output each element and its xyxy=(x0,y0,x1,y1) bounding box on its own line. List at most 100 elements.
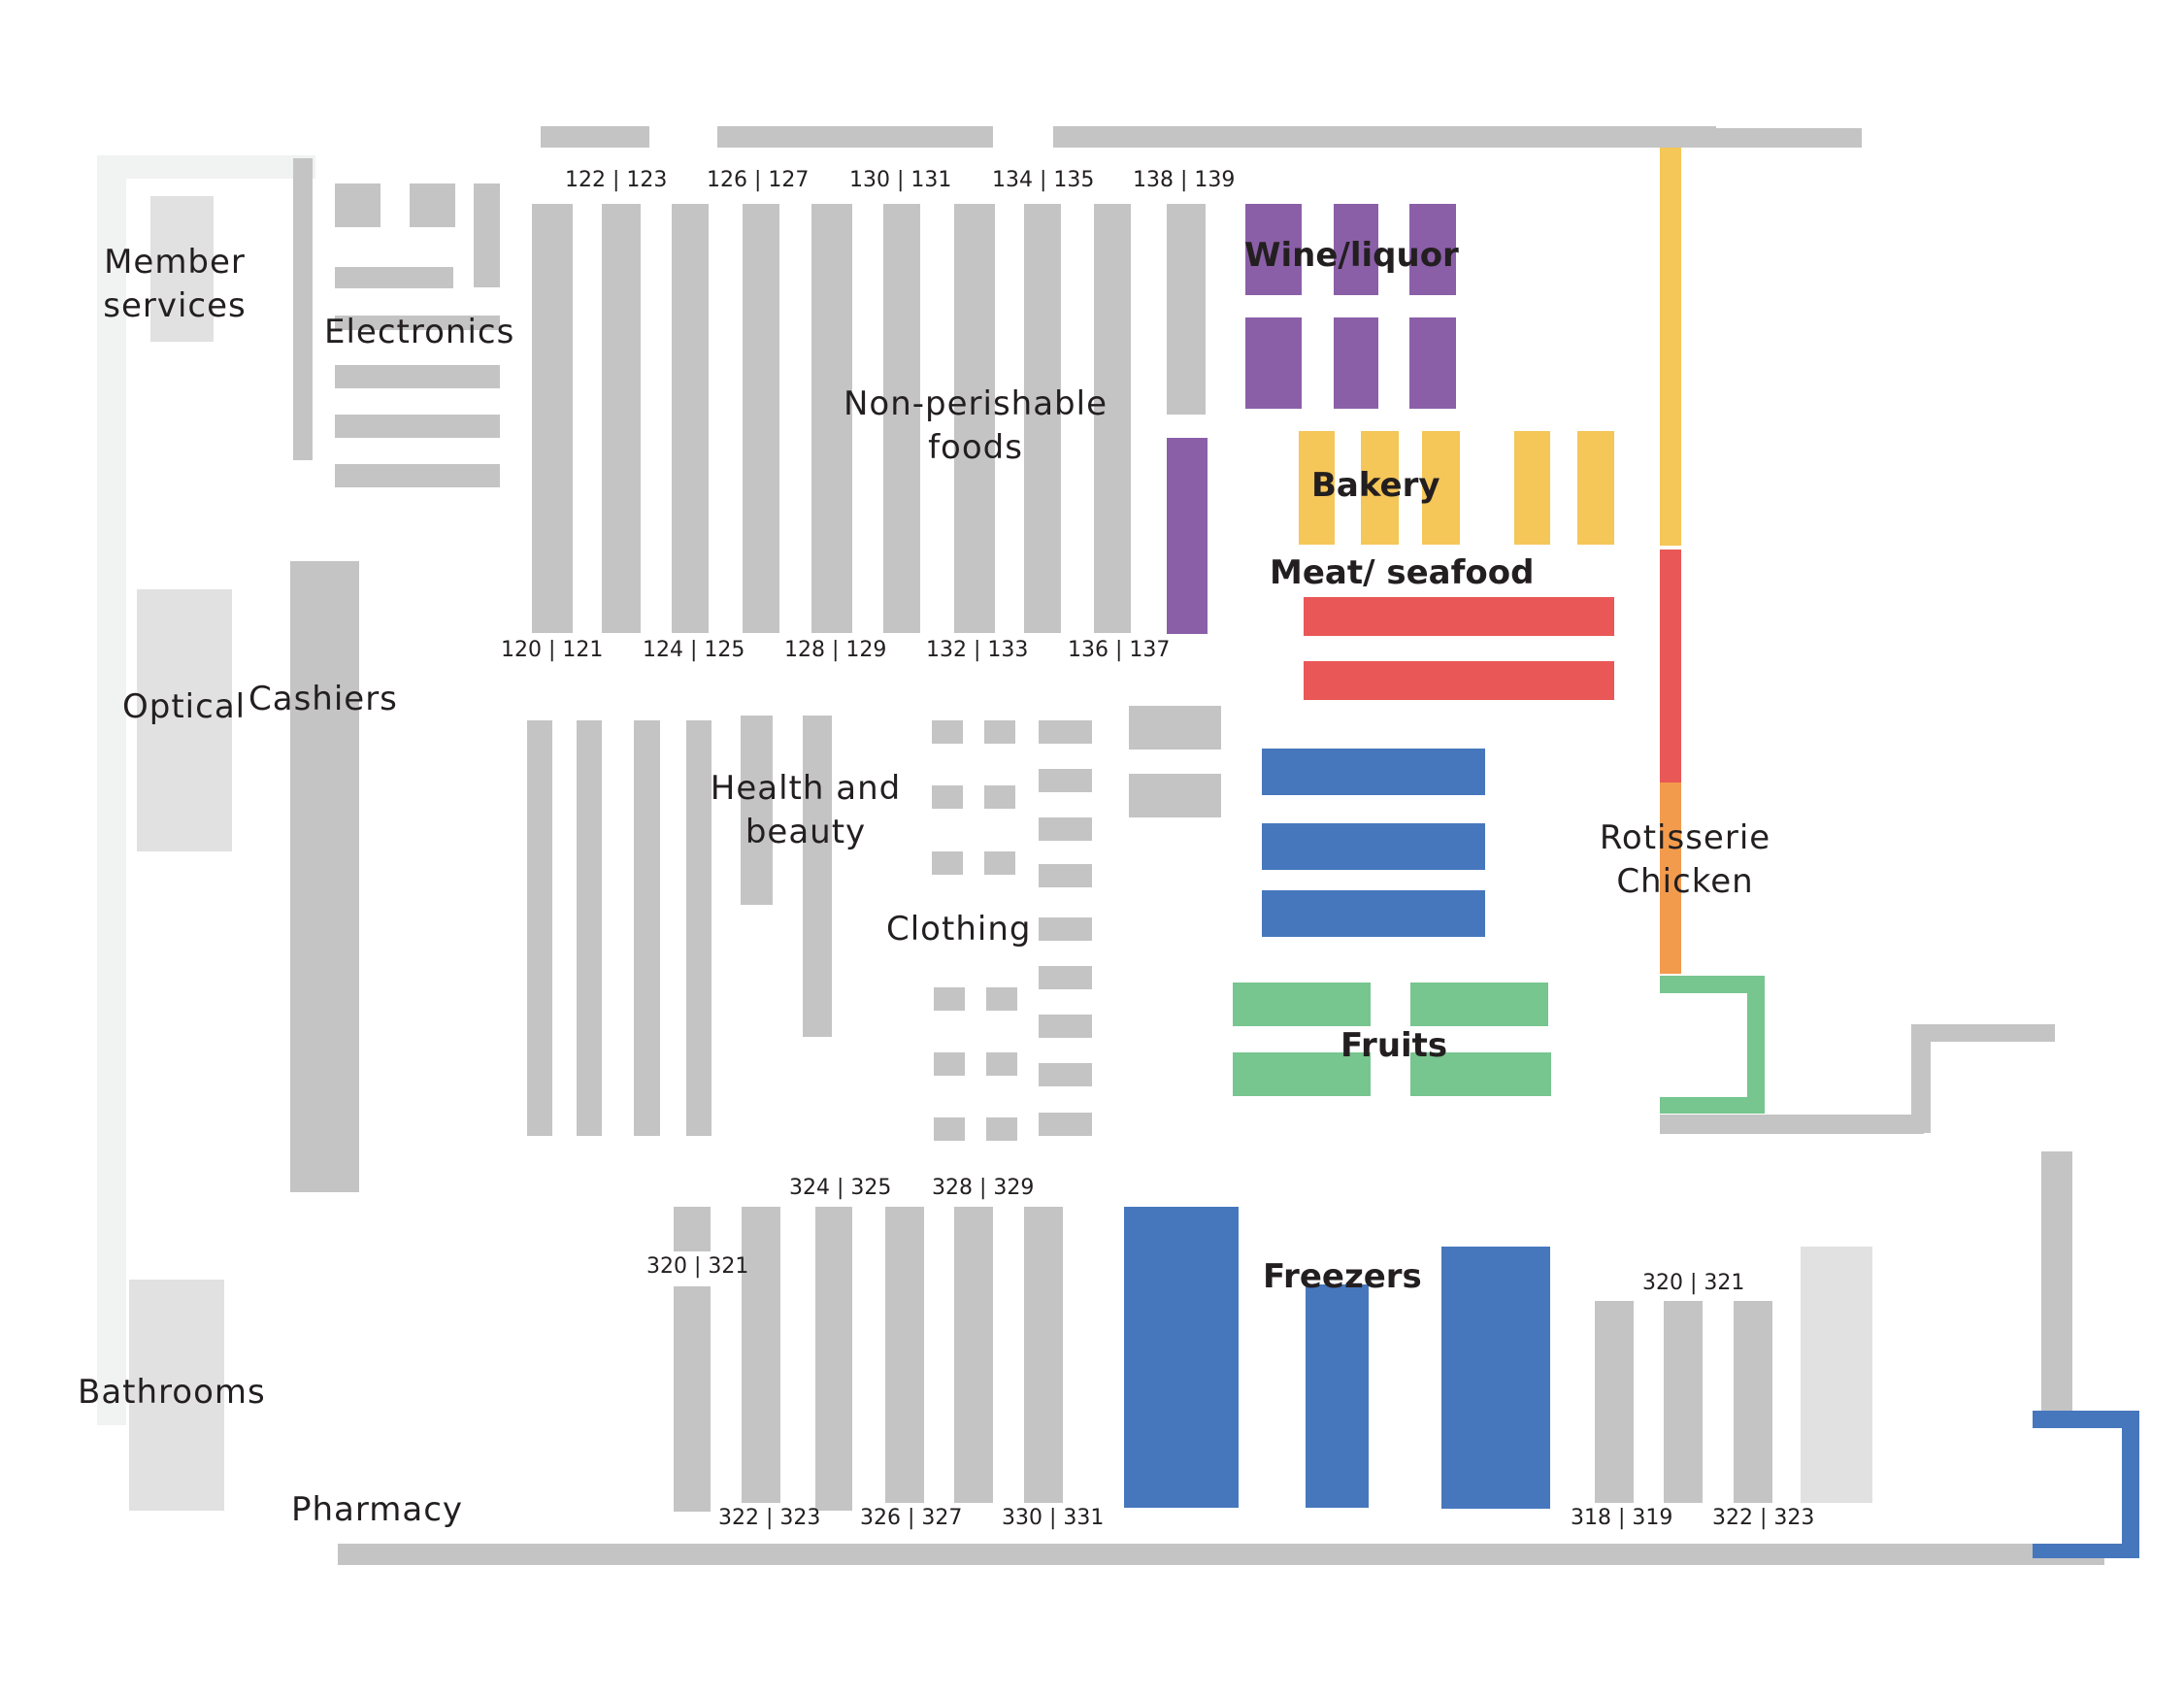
top-wall-segment xyxy=(717,126,993,148)
rotisserie-counter xyxy=(1660,783,1681,974)
wine-rack xyxy=(1245,204,1302,295)
aisle-number: 124 | 125 xyxy=(643,638,745,662)
health-shelf xyxy=(803,716,832,1037)
top-wall-segment xyxy=(1053,126,1716,148)
aisle-shelf xyxy=(743,204,779,633)
aisle-shelf xyxy=(883,204,920,633)
bakery-rack xyxy=(1577,431,1614,545)
freezers-label: Freezers xyxy=(1263,1257,1422,1296)
aisle-number: 326 | 327 xyxy=(860,1506,963,1530)
aisle-number: 320 | 321 xyxy=(1642,1271,1745,1295)
clothing-rack xyxy=(1039,1015,1092,1038)
health-shelf xyxy=(741,716,773,905)
electronics-display xyxy=(410,183,455,227)
aisle-shelf xyxy=(1024,204,1061,633)
electronics-display xyxy=(474,183,500,287)
meat-wall-counter xyxy=(1660,550,1681,783)
left-wall xyxy=(97,155,126,1425)
pharmacy-label: Pharmacy xyxy=(291,1490,464,1529)
right-wall-post xyxy=(2041,1151,2072,1414)
dairy-case xyxy=(1262,823,1485,870)
clothing-rack xyxy=(1039,720,1092,744)
aisle-shelf xyxy=(1094,204,1131,633)
bakery-rack xyxy=(1422,431,1460,545)
electronics-shelf xyxy=(335,464,500,487)
bakery-wall-counter xyxy=(1660,148,1681,546)
clothing-table xyxy=(932,720,963,744)
clothing-rack xyxy=(1039,864,1092,887)
aisle-shelf xyxy=(674,1207,711,1251)
aisle-shelf xyxy=(811,204,852,633)
aisle-number: 134 | 135 xyxy=(992,168,1095,192)
produce-wall-top xyxy=(1660,976,1765,993)
health-shelf xyxy=(577,720,602,1136)
aisle-shelf xyxy=(1167,204,1206,415)
clothing-rack xyxy=(1039,1113,1092,1136)
optical-area xyxy=(137,589,232,851)
aisle-number: 122 | 123 xyxy=(565,168,668,192)
bottom-wall xyxy=(338,1544,2104,1565)
aisle-shelf xyxy=(1664,1301,1703,1503)
clothing-rack xyxy=(1039,1063,1092,1086)
dairy-case xyxy=(1262,890,1485,937)
aisle-number: 330 | 331 xyxy=(1002,1506,1105,1530)
clothing-rack xyxy=(1039,917,1092,941)
electronics-shelf xyxy=(335,415,500,438)
display-table xyxy=(1129,706,1221,750)
aisle-shelf xyxy=(815,1207,852,1511)
aisle-shelf xyxy=(885,1207,924,1503)
produce-wall-top xyxy=(1911,1024,2055,1042)
seafood-counter xyxy=(1304,661,1614,700)
entrance-bottom xyxy=(2033,1544,2139,1558)
aisle-shelf xyxy=(1734,1301,1772,1503)
meat-counter xyxy=(1304,597,1614,636)
display-table xyxy=(1129,774,1221,817)
clothing-table xyxy=(984,720,1015,744)
aisle-number: 324 | 325 xyxy=(789,1176,892,1200)
aisle-shelf xyxy=(954,204,995,633)
fruit-stand xyxy=(1410,1052,1551,1096)
clothing-table xyxy=(932,851,963,875)
fruits-label: Fruits xyxy=(1340,1026,1448,1065)
aisle-shelf xyxy=(1024,1207,1063,1503)
wine-rack xyxy=(1334,317,1378,409)
wine-rack xyxy=(1245,317,1302,409)
freezer-case xyxy=(1306,1284,1369,1508)
clothing-table xyxy=(986,1052,1017,1076)
clothing-table xyxy=(986,987,1017,1011)
member-services-label: Member services xyxy=(103,243,247,325)
aisle-shelf xyxy=(532,204,573,633)
aisle-shelf xyxy=(672,204,709,633)
aisle-shelf xyxy=(1595,1301,1634,1503)
electronics-shelf xyxy=(335,267,453,288)
member-services-area xyxy=(150,196,214,342)
aisle-shelf xyxy=(602,204,641,633)
freezer-case xyxy=(1124,1207,1239,1508)
aisle-number: 128 | 129 xyxy=(784,638,887,662)
clothing-table xyxy=(932,785,963,809)
aisle-number: 120 | 121 xyxy=(501,638,604,662)
wine-rack xyxy=(1409,204,1456,295)
bakery-rack xyxy=(1299,431,1335,545)
liquor-shelf xyxy=(1167,438,1208,634)
aisle-number: 136 | 137 xyxy=(1068,638,1171,662)
bakery-rack xyxy=(1361,431,1399,545)
aisle-number: 318 | 319 xyxy=(1571,1506,1673,1530)
clothing-label: Clothing xyxy=(886,910,1032,949)
clothing-table xyxy=(934,987,965,1011)
top-wall-segment xyxy=(1716,128,1862,148)
aisle-number: 138 | 139 xyxy=(1133,168,1236,192)
wine-rack xyxy=(1334,204,1378,295)
meat-seafood-label: Meat/ seafood xyxy=(1270,553,1535,592)
rotisserie-label: Rotisserie Chicken xyxy=(1599,818,1771,901)
electronics-label: Electronics xyxy=(324,313,515,351)
bakery-label: Bakery xyxy=(1311,466,1440,505)
produce-wall xyxy=(1660,1115,1924,1134)
bakery-rack xyxy=(1514,431,1550,545)
aisle-number: 130 | 131 xyxy=(849,168,952,192)
bathrooms-area xyxy=(129,1280,224,1511)
electronics-divider xyxy=(293,158,313,460)
fruit-stand xyxy=(1233,1052,1371,1096)
aisle-shelf xyxy=(954,1207,993,1503)
aisle-number: 322 | 323 xyxy=(1712,1506,1815,1530)
